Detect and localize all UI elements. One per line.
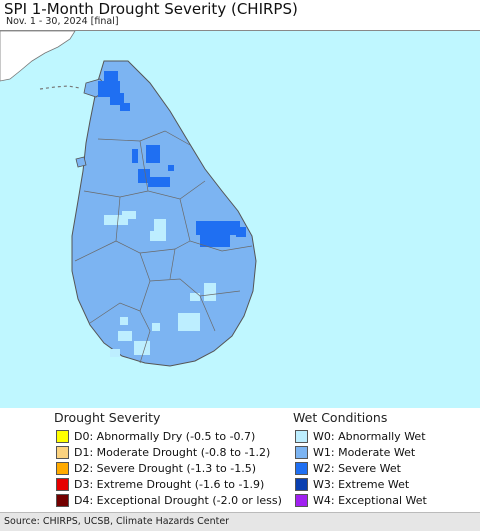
legend-item-w0: W0: Abnormally Wet [295, 428, 426, 444]
legend-item-w1: W1: Moderate Wet [295, 444, 415, 460]
drought-legend-heading: Drought Severity [54, 410, 161, 425]
legend-item-d1: D1: Moderate Drought (-0.8 to -1.2) [56, 444, 270, 460]
legend-label: W4: Exceptional Wet [313, 493, 427, 507]
legend-label: D2: Severe Drought (-1.3 to -1.5) [74, 461, 257, 475]
district-borders [74, 130, 253, 364]
legend-swatch [56, 493, 69, 507]
legend-swatch [56, 429, 69, 443]
legend-swatch [295, 445, 308, 459]
adams-bridge-islands [39, 85, 81, 90]
legend-item-d0: D0: Abnormally Dry (-0.5 to -0.7) [56, 428, 255, 444]
legend-label: D1: Moderate Drought (-0.8 to -1.2) [74, 445, 271, 459]
source-credit: Source: CHIRPS, UCSB, Climate Hazards Ce… [4, 516, 230, 527]
legend-item-d2: D2: Severe Drought (-1.3 to -1.5) [56, 460, 256, 476]
w2-severe-wet-areas [98, 71, 246, 247]
legend-swatch [56, 461, 69, 475]
mannar-island [75, 156, 87, 168]
header: SPI 1-Month Drought Severity (CHIRPS) No… [0, 0, 480, 30]
india-coastline [0, 31, 76, 82]
legend-swatch [295, 461, 308, 475]
legend-label: D4: Exceptional Drought (-2.0 or less) [74, 493, 282, 507]
legend-item-w3: W3: Extreme Wet [295, 476, 409, 492]
legend-item-w4: W4: Exceptional Wet [295, 492, 427, 508]
legend-swatch [56, 477, 69, 491]
legend-swatch [295, 429, 308, 443]
map-title: SPI 1-Month Drought Severity (CHIRPS) [4, 0, 298, 18]
w0-abnormally-wet-areas [104, 211, 216, 357]
legend-label: W3: Extreme Wet [313, 477, 410, 491]
legend-label: D0: Abnormally Dry (-0.5 to -0.7) [74, 429, 256, 443]
legend-item-w2: W2: Severe Wet [295, 460, 401, 476]
legend-item-d4: D4: Exceptional Drought (-2.0 or less) [56, 492, 282, 508]
legend-swatch [295, 493, 308, 507]
footer: Source: CHIRPS, UCSB, Climate Hazards Ce… [0, 512, 480, 531]
legend-label: W2: Severe Wet [313, 461, 401, 475]
wet-legend-heading: Wet Conditions [293, 410, 388, 425]
sri-lanka-map [0, 31, 480, 409]
legend-swatch [295, 477, 308, 491]
legend-swatch [56, 445, 69, 459]
legend: Drought Severity Wet Conditions D0: Abno… [0, 408, 480, 512]
legend-item-d3: D3: Extreme Drought (-1.6 to -1.9) [56, 476, 264, 492]
legend-label: W0: Abnormally Wet [313, 429, 426, 443]
map-panel[interactable] [0, 30, 480, 410]
legend-label: W1: Moderate Wet [313, 445, 416, 459]
legend-label: D3: Extreme Drought (-1.6 to -1.9) [74, 477, 265, 491]
map-date-range: Nov. 1 - 30, 2024 [final] [6, 16, 119, 27]
